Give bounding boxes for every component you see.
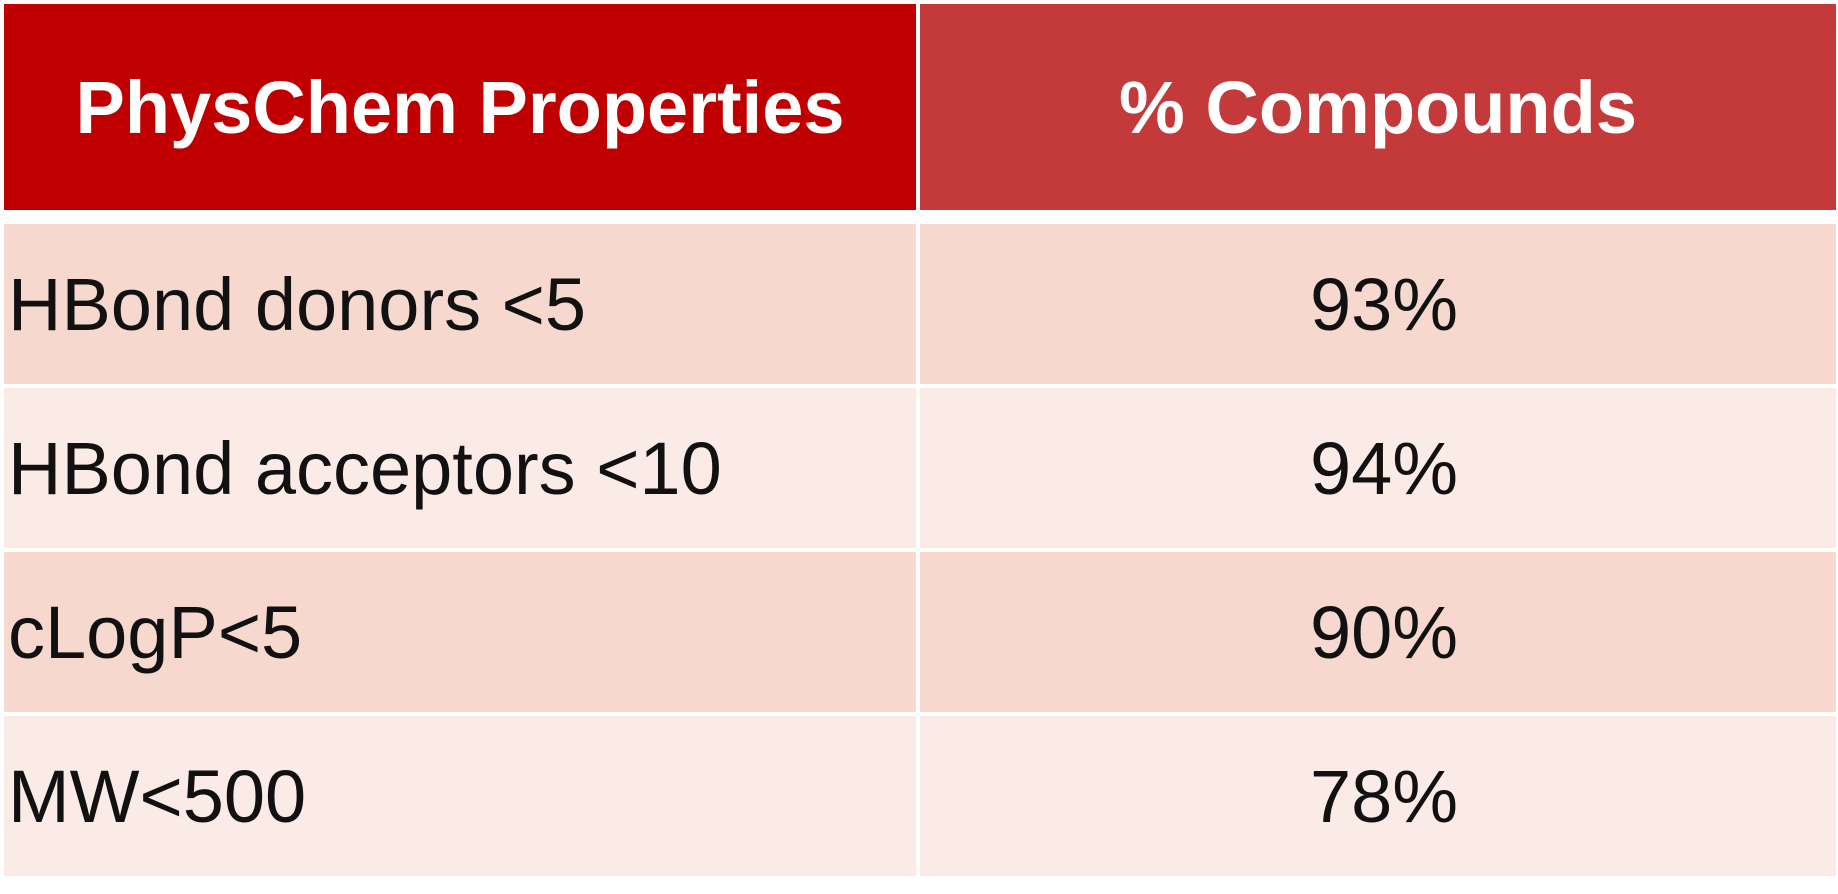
table-header-row: PhysChem Properties % Compounds (4, 4, 1836, 210)
property-cell: HBond acceptors <10 (4, 388, 916, 548)
percent-cell: 94% (920, 388, 1836, 548)
property-label: HBond acceptors <10 (8, 426, 722, 510)
percent-value: 94% (1309, 426, 1459, 510)
property-label: cLogP<5 (8, 590, 303, 674)
percent-cell: 78% (920, 716, 1836, 876)
header-physchem-properties: PhysChem Properties (4, 4, 916, 210)
percent-cell: 90% (920, 552, 1836, 712)
percent-value: 93% (1309, 262, 1459, 346)
table-row: cLogP<5 90% (4, 552, 1836, 712)
header-label: % Compounds (1119, 65, 1637, 149)
table-row: HBond donors <5 93% (4, 224, 1836, 384)
property-label: HBond donors <5 (8, 262, 587, 346)
percent-value: 78% (1309, 754, 1459, 838)
property-cell: MW<500 (4, 716, 916, 876)
property-label: MW<500 (8, 754, 307, 838)
property-cell: HBond donors <5 (4, 224, 916, 384)
table-row: HBond acceptors <10 94% (4, 388, 1836, 548)
header-label: PhysChem Properties (75, 65, 845, 149)
property-cell: cLogP<5 (4, 552, 916, 712)
header-percent-compounds: % Compounds (920, 4, 1836, 210)
table-row: MW<500 78% (4, 716, 1836, 876)
percent-cell: 93% (920, 224, 1836, 384)
physchem-table: PhysChem Properties % Compounds HBond do… (4, 4, 1836, 880)
percent-value: 90% (1309, 590, 1459, 674)
